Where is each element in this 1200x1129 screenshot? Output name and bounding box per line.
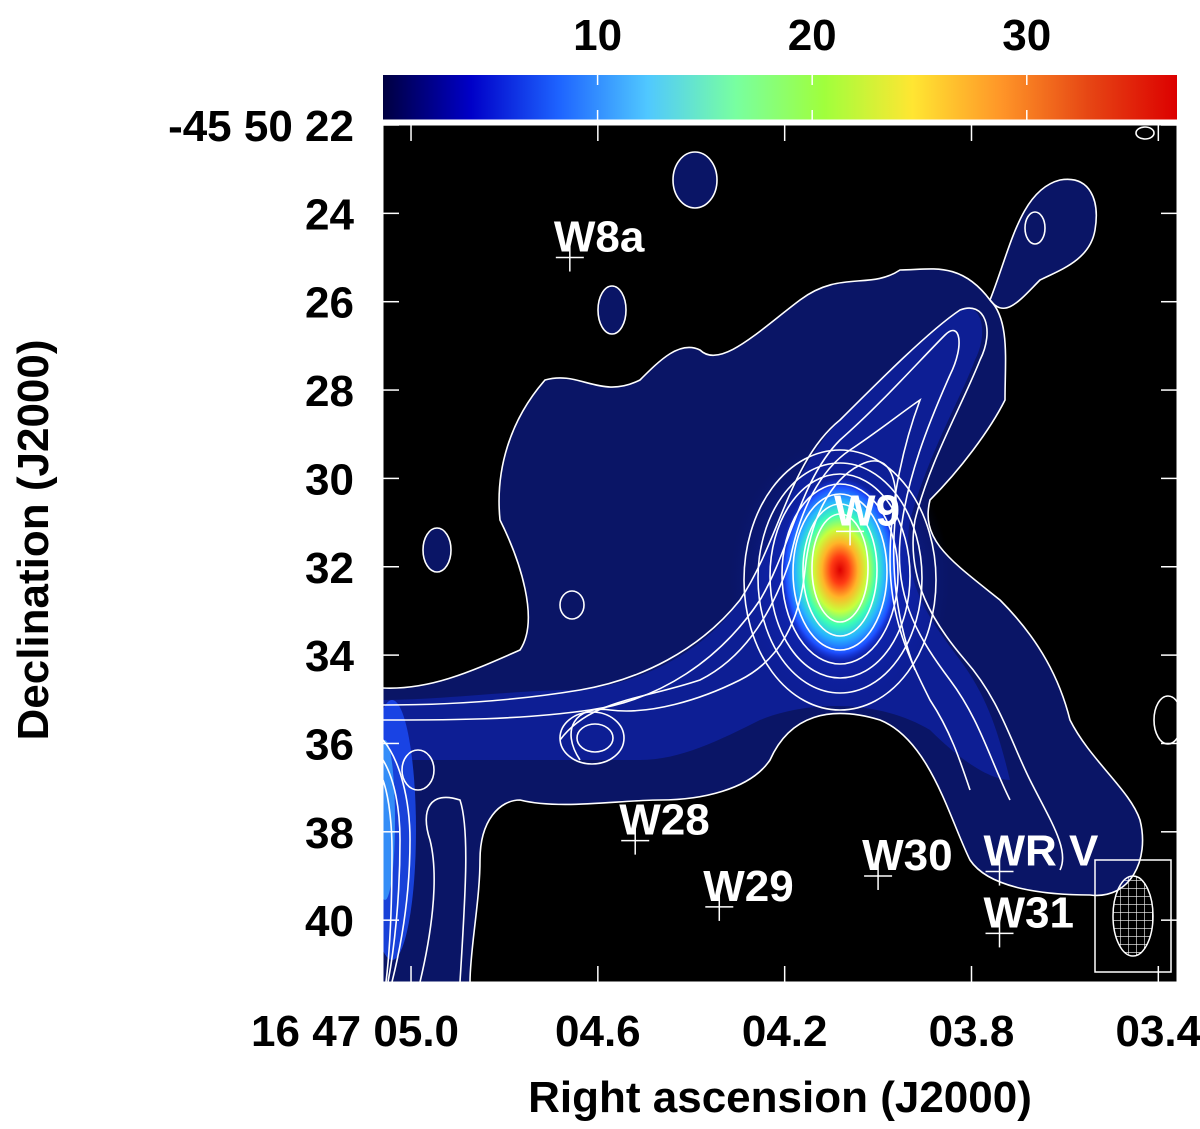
contour-left-lower [419,796,467,982]
colorbar [383,75,1177,123]
contour-level-5 [570,460,916,761]
x-axis-title: Right ascension (J2000) [528,1073,1032,1122]
contour-upper-right [989,178,1097,309]
x-tick-label: 04.2 [742,1007,828,1056]
contour-level-3 [383,329,1011,801]
contour-core-3 [769,473,911,679]
contour-core-2 [757,462,923,694]
y-tick-label: -45 50 22 [168,102,354,151]
colorbar-ticks [596,75,1028,120]
source-label: W31 [984,888,1074,937]
beam-indicator [1094,859,1172,973]
emission-map: W8a W9 W28 W29 W30 WR V W31 [383,126,1177,982]
source-label: WR V [984,827,1100,876]
emission-blob-left [423,528,451,572]
contour-knot-w28 [576,723,614,753]
emission-region-upper-right [990,179,1097,309]
emission-blob-top [673,152,717,208]
colorbar-tick-label: 20 [788,11,837,60]
x-tick-label: 04.6 [555,1007,641,1056]
source-labels: W8a W9 W28 W29 W30 WR V W31 [554,213,1099,938]
contour-blob-left [422,527,452,573]
y-tick-label: 30 [305,455,354,504]
y-axis-title: Declination (J2000) [9,339,58,740]
contour-lines [383,126,1177,982]
axis-tick-marks [383,124,1177,982]
y-tick-label: 26 [305,279,354,328]
emission-blob-w8a [598,286,626,334]
emission-core [780,478,900,662]
contour-left-edge-3 [383,779,393,982]
y-tick-labels: -45 50 22 24 26 28 30 32 34 36 38 40 [168,102,354,946]
contour-knot-w28-outer [559,711,625,765]
plot-area: W8a W9 W28 W29 W30 WR V W31 [382,124,1178,983]
contour-core-7 [811,513,869,623]
contour-hole [559,590,585,620]
contour-core-5 [792,493,888,651]
contour-core-6 [802,503,878,637]
y-tick-label: 34 [305,632,354,681]
contour-left-edge-1 [383,739,411,982]
contour-upper-right-knot [1024,211,1046,245]
source-markers [555,243,1014,948]
colorbar-tick-label: 30 [1002,11,1051,60]
contour-core-1 [743,449,937,711]
beam-ellipse [1112,875,1154,957]
x-tick-label: 03.8 [929,1007,1015,1056]
x-tick-label: 03.4 [1115,1007,1200,1056]
y-tick-label: 40 [305,897,354,946]
source-label: W30 [862,831,952,880]
contour-left-knot [401,749,435,791]
y-tick-label: 24 [305,190,354,239]
x-tick-label: 16 47 05.0 [251,1007,459,1056]
contour-core-4 [781,483,899,665]
contour-blob-w8a [597,285,627,335]
y-tick-label: 32 [305,544,354,593]
source-label: W28 [619,796,709,845]
plot-frame [382,124,1178,983]
y-tick-label: 36 [305,720,354,769]
contour-left-edge-2 [383,759,401,982]
source-label: W9 [834,486,900,535]
y-tick-label: 28 [305,367,354,416]
contour-top-right-corner [1135,126,1155,140]
contour-outer [383,268,1144,982]
source-label: W8a [554,213,645,262]
colorbar-bar [383,75,1177,120]
x-tick-labels: 16 47 05.0 04.6 04.2 03.8 03.4 [251,1007,1200,1056]
beam-box [1094,859,1172,973]
y-tick-label: 38 [305,809,354,858]
source-label: W29 [703,862,793,911]
contour-level-2 [383,307,1064,871]
contour-blob-top [672,151,718,209]
colorbar-tick-label: 10 [573,11,622,60]
